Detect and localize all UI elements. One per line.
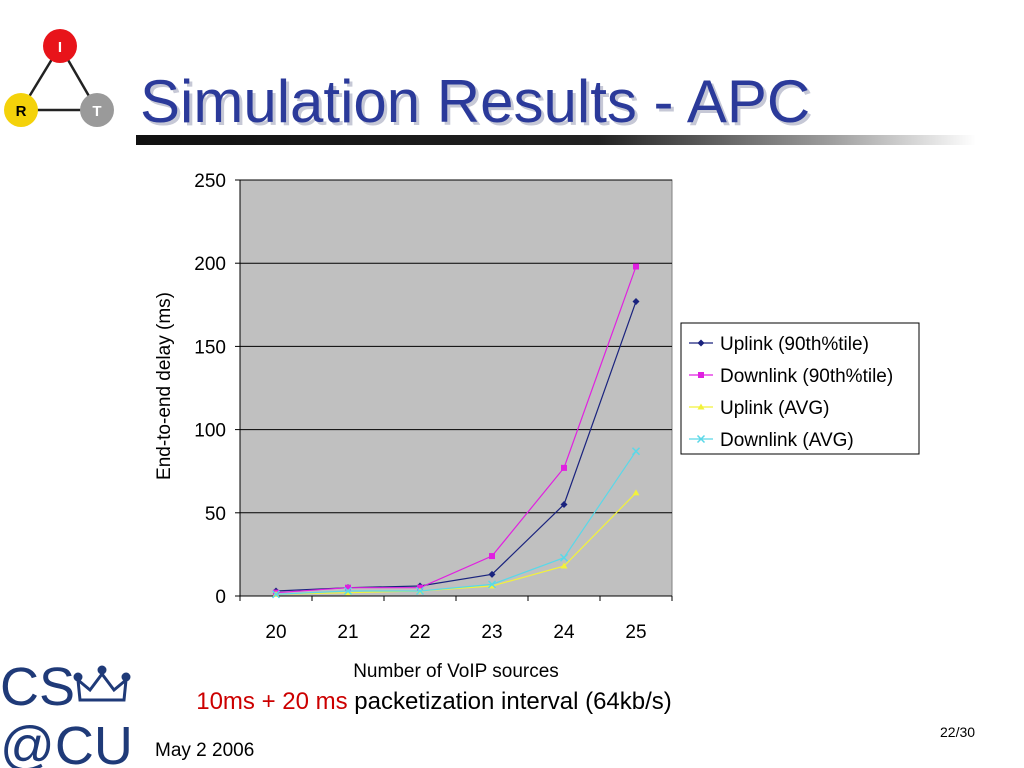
y-axis-label: End-to-end delay (ms) [154,292,175,480]
irt-logo-letter-t: T [92,103,101,120]
y-tick-label: 100 [194,421,226,442]
footer-date: May 2 2006 [155,740,255,761]
x-tick-label: 25 [625,622,646,643]
cs-at-cu-logo: CS @CU [0,658,132,768]
data-point [560,500,568,508]
chart-caption: 10ms + 20 ms packetization interval (64k… [0,688,868,716]
data-point [561,464,567,471]
data-point [559,553,569,562]
data-point [632,489,640,496]
y-tick-label: 150 [194,337,226,358]
y-tick-label: 0 [215,587,226,608]
legend-marker [697,403,705,410]
irt-logo-letter-i: I [58,39,62,56]
legend-box [680,322,920,455]
data-point [345,584,351,591]
data-point [633,263,639,270]
irt-logo-letter-r: R [16,103,27,120]
legend-marker [698,372,704,378]
x-tick-label: 20 [265,622,286,643]
data-point [488,570,496,578]
data-point [343,586,353,596]
data-point [489,553,495,560]
x-tick-label: 23 [481,622,502,643]
slide-title: Simulation Results - APC [140,68,811,135]
x-tick-label: 24 [553,622,575,643]
series-line-4 [275,450,637,595]
cu-logo-text: @CU [0,716,132,768]
x-tick-label: 22 [409,622,430,643]
data-point [487,580,497,589]
legend-label: Uplink (90th%tile) [720,334,869,355]
cs-logo-text: CS [0,658,75,717]
series-line-3 [275,492,637,595]
data-point [271,590,281,599]
legend-marker [697,339,705,347]
y-tick-label: 250 [194,171,226,192]
legend-label: Downlink (90th%tile) [720,366,893,387]
data-point [415,586,425,596]
data-point [631,447,641,456]
caption-text: packetization interval (64kb/s) [347,688,672,715]
legend-label: Uplink (AVG) [720,398,829,419]
title-underline [136,135,976,145]
x-axis-label: Number of VoIP sources [353,661,559,682]
crown-icon [73,665,131,702]
legend-marker [696,434,706,444]
series-line-2 [275,266,637,594]
data-point [632,297,640,305]
y-tick-label: 50 [205,504,226,525]
legend-label: Downlink (AVG) [720,430,854,451]
data-point [560,562,568,569]
y-tick-label: 200 [194,254,226,275]
page-number: 22/30 [940,724,976,740]
caption-highlight: 10ms + 20 ms [196,688,348,715]
plot-area [239,179,673,597]
x-tick-label: 21 [337,622,358,643]
irt-logo: I R T [4,29,114,127]
